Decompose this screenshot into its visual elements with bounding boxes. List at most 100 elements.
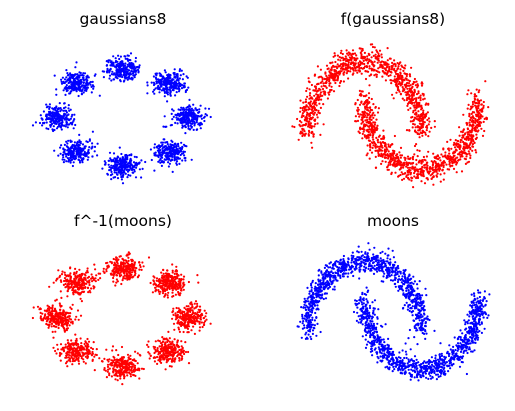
scatter-point <box>190 109 193 112</box>
scatter-point <box>399 84 402 87</box>
scatter-point <box>309 92 312 95</box>
scatter-point <box>175 73 178 76</box>
scatter-point <box>164 148 167 151</box>
scatter-point <box>91 80 94 83</box>
scatter-point <box>365 65 368 68</box>
scatter-point <box>67 78 70 81</box>
scatter-point <box>66 295 69 298</box>
scatter-point <box>168 81 172 84</box>
scatter-point <box>49 111 53 114</box>
scatter-point <box>407 82 411 85</box>
scatter-point <box>393 59 396 62</box>
scatter-point <box>194 118 197 121</box>
scatter-point <box>300 116 303 119</box>
scatter-point <box>205 114 209 117</box>
scatter-point <box>78 139 81 142</box>
scatter-point <box>425 163 428 166</box>
scatter-points-f-inverse-moons <box>31 251 212 386</box>
scatter-point <box>66 152 69 155</box>
scatter-point <box>320 85 323 88</box>
scatter-point <box>469 154 472 157</box>
scatter-point <box>117 54 120 57</box>
scatter-point <box>386 70 389 73</box>
scatter-point <box>416 155 419 158</box>
scatter-point <box>357 108 360 111</box>
scatter-point <box>82 360 85 363</box>
scatter-point <box>336 75 340 78</box>
scatter-point <box>67 73 70 77</box>
scatter-point <box>403 162 406 165</box>
scatter-point <box>157 80 160 83</box>
scatter-point <box>49 125 52 128</box>
scatter-point <box>149 281 152 285</box>
scatter-point <box>115 75 118 78</box>
scatter-point <box>169 149 172 152</box>
scatter-point <box>127 173 130 177</box>
scatter-point <box>169 76 172 80</box>
scatter-point <box>441 155 444 158</box>
scatter-point <box>475 88 478 91</box>
scatter-point <box>84 155 87 158</box>
scatter-point <box>61 153 64 157</box>
scatter-point <box>370 67 373 70</box>
scatter-point <box>103 160 106 163</box>
scatter-point <box>192 128 195 131</box>
scatter-point <box>362 59 365 63</box>
scatter-point <box>372 69 375 72</box>
scatter-point <box>391 143 394 146</box>
scatter-point <box>82 81 85 84</box>
scatter-point <box>308 94 311 97</box>
scatter-point <box>161 77 165 80</box>
scatter-point <box>134 73 137 76</box>
scatter-point <box>471 149 474 152</box>
scatter-point <box>415 101 418 104</box>
scatter-point <box>348 66 352 69</box>
scatter-point <box>471 116 474 119</box>
scatter-point <box>152 81 155 84</box>
scatter-point <box>158 292 161 295</box>
scatter-point <box>122 171 125 174</box>
scatter-point <box>79 74 82 77</box>
scatter-point <box>120 164 123 167</box>
scatter-point <box>301 114 304 117</box>
scatter-point <box>366 100 369 104</box>
scatter-point <box>378 149 381 152</box>
scatter-point <box>153 152 156 155</box>
scatter-point <box>154 154 157 157</box>
scatter-point <box>108 372 111 375</box>
scatter-point <box>365 94 368 97</box>
scatter-point <box>376 149 380 152</box>
scatter-point <box>189 124 192 127</box>
scatter-point <box>174 75 177 79</box>
scatter-point <box>44 114 48 118</box>
scatter-point <box>371 134 375 137</box>
scatter-point <box>170 147 174 150</box>
scatter-point <box>178 162 181 165</box>
scatter-point <box>357 62 360 65</box>
scatter-point <box>190 158 193 161</box>
scatter-point <box>368 67 371 70</box>
scatter-point <box>58 123 61 126</box>
scatter-point <box>362 95 365 98</box>
scatter-point <box>120 69 123 72</box>
scatter-point <box>187 86 190 89</box>
scatter-point <box>169 124 172 127</box>
scatter-point <box>197 111 200 114</box>
scatter-point <box>373 114 376 117</box>
scatter-point <box>469 108 472 111</box>
scatter-point <box>388 65 391 68</box>
scatter-point <box>386 47 389 50</box>
scatter-point <box>73 113 76 116</box>
scatter-point <box>64 109 67 112</box>
scatter-point <box>340 49 343 52</box>
scatter-point <box>462 147 465 150</box>
scatter-point <box>77 83 80 86</box>
scatter-point <box>135 156 138 159</box>
scatter-point <box>413 172 416 175</box>
scatter-point <box>171 263 174 266</box>
scatter-point <box>141 261 144 264</box>
scatter-point <box>165 81 168 84</box>
scatter-point <box>422 171 425 174</box>
scatter-point <box>74 66 77 69</box>
scatter-point <box>476 121 479 124</box>
